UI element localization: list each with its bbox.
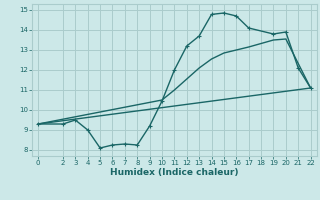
- X-axis label: Humidex (Indice chaleur): Humidex (Indice chaleur): [110, 168, 239, 177]
